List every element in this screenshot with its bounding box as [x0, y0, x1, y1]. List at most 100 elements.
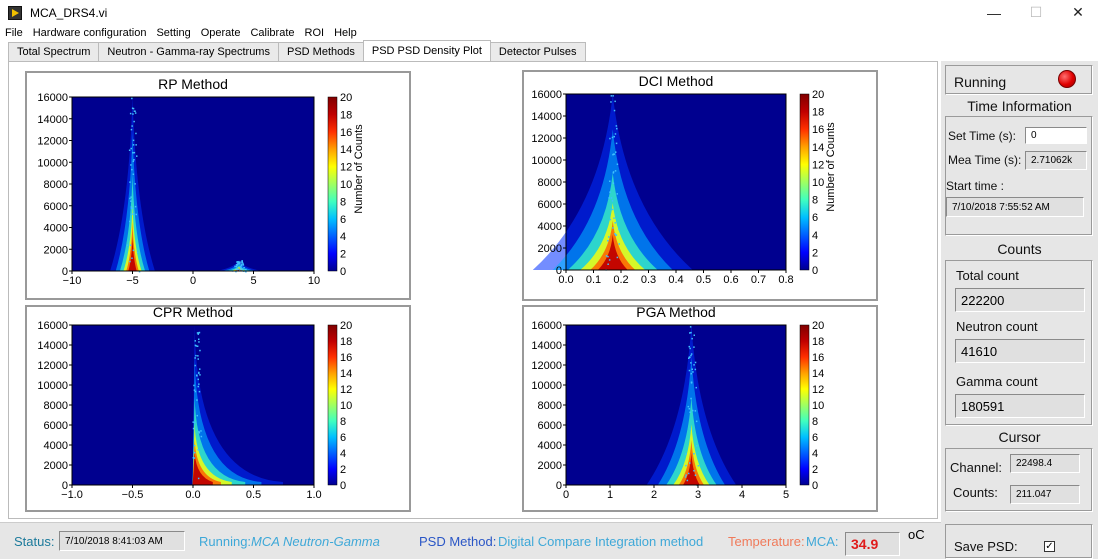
set-time-input[interactable]: 0 — [1025, 127, 1087, 144]
density-point — [692, 371, 694, 373]
x-tick-label: 0.0 — [558, 274, 573, 286]
y-tick-label: 2000 — [44, 460, 68, 472]
menu-operate[interactable]: Operate — [200, 27, 241, 39]
running-mode-prefix: Running: — [199, 534, 252, 549]
density-point — [242, 260, 244, 262]
density-point — [691, 373, 693, 375]
density-cluster — [110, 97, 155, 273]
density-point — [613, 171, 615, 173]
density-point — [198, 379, 200, 381]
density-point — [238, 263, 240, 265]
density-point — [613, 154, 615, 156]
density-point — [239, 270, 241, 272]
density-point — [607, 264, 609, 266]
menu-hardware-configuration[interactable]: Hardware configuration — [32, 27, 147, 39]
density-point — [242, 268, 244, 270]
close-button[interactable]: ✕ — [1072, 4, 1084, 20]
dci-method-plot[interactable]: DCI Method 16000 14000 12000 10000 8000 6000 40… — [522, 70, 878, 301]
time-information-title: Time Information — [967, 98, 1072, 114]
cursor-title: Cursor — [998, 429, 1041, 445]
density-point — [689, 357, 691, 359]
density-point — [199, 368, 201, 370]
density-point — [193, 428, 195, 430]
density-point — [614, 101, 616, 103]
colorbar-axis-label: Number of Counts — [825, 122, 837, 212]
density-point — [134, 152, 136, 154]
density-point — [192, 421, 194, 423]
density-point — [135, 133, 137, 135]
psd-method-prefix: PSD Method: — [419, 534, 497, 549]
save-psd-checkbox[interactable]: ✓ — [1044, 541, 1055, 552]
colorbar-tick-label: 18 — [812, 336, 824, 348]
density-point — [245, 269, 247, 271]
menu-calibrate[interactable]: Calibrate — [250, 27, 295, 39]
density-point — [617, 193, 619, 195]
cursor-counts-label: Counts: — [953, 485, 998, 500]
cpr-method-plot[interactable]: CPR Method 16000 14000 12000 10000 8000 6000 40… — [25, 305, 411, 512]
tab-psd-methods[interactable]: PSD Methods — [277, 42, 364, 61]
density-point — [609, 181, 611, 183]
density-point — [612, 137, 614, 139]
tab-total-spectrum[interactable]: Total Spectrum — [8, 42, 100, 61]
density-point — [131, 214, 133, 216]
density-point — [131, 129, 133, 131]
plot-frame — [71, 96, 315, 272]
tab-psd-density-plot[interactable]: PSD PSD Density Plot — [362, 40, 491, 61]
colorbar-tick-label: 0 — [340, 266, 346, 278]
density-point — [696, 421, 698, 423]
density-point — [690, 355, 692, 357]
density-point — [130, 200, 132, 202]
density-point — [199, 391, 201, 393]
y-tick-label: 4000 — [538, 440, 562, 452]
rp-method-plot[interactable]: RP Method 16000 14000 12000 10000 8000 6000 400… — [25, 71, 411, 300]
density-point — [617, 257, 619, 259]
colorbar-tick-label: 12 — [340, 162, 352, 174]
menu-help[interactable]: Help — [334, 27, 357, 39]
menu-file[interactable]: File — [5, 27, 23, 39]
colorbar-tick-label: 8 — [812, 195, 818, 207]
plot-area[interactable] — [72, 97, 314, 271]
heatmap-svg[interactable]: CPR Method160001400012000100008000600040… — [27, 307, 413, 514]
density-point — [139, 271, 141, 273]
density-point — [696, 445, 698, 447]
density-point — [136, 155, 138, 157]
x-tick-label: 3 — [695, 489, 701, 501]
tab-neutron-gamma-spectrums[interactable]: Neutron - Gamma-ray Spectrums — [98, 42, 279, 61]
heatmap-svg[interactable]: PGA Method160001400012000100008000600040… — [524, 307, 880, 514]
density-point — [240, 266, 242, 268]
density-point — [133, 108, 135, 110]
heatmap-svg[interactable]: RP Method1600014000120001000080006000400… — [27, 73, 413, 302]
density-point — [689, 462, 691, 464]
colorbar-tick-label: 6 — [812, 212, 818, 224]
colorbar-tick-label: 6 — [340, 432, 346, 444]
density-layer — [193, 453, 213, 485]
minimize-button[interactable]: — — [987, 4, 1001, 21]
density-point — [132, 108, 134, 110]
density-point — [131, 258, 133, 260]
density-point — [238, 261, 240, 263]
maximize-button[interactable]: ☐ — [1029, 4, 1043, 20]
y-tick-label: 12000 — [37, 136, 68, 148]
y-tick-label: 16000 — [531, 320, 562, 332]
colorbar-tick-label: 16 — [812, 124, 824, 136]
menu-setting[interactable]: Setting — [156, 27, 191, 39]
density-point — [615, 170, 617, 172]
save-psd-label: Save PSD: — [954, 539, 1018, 554]
density-point — [615, 151, 617, 153]
tab-detector-pulses[interactable]: Detector Pulses — [489, 42, 586, 61]
density-point — [195, 355, 197, 357]
density-cluster — [192, 325, 283, 486]
temperature-prefix: Temperature: — [728, 534, 805, 549]
heatmap-svg[interactable]: DCI Method160001400012000100008000600040… — [524, 72, 880, 303]
density-point — [240, 269, 242, 271]
colorbar-tick-label: 18 — [340, 336, 352, 348]
colorbar-tick-label: 2 — [812, 247, 818, 259]
pga-method-plot[interactable]: PGA Method 16000 14000 12000 10000 8000 6000 40… — [522, 305, 878, 512]
density-point — [129, 198, 131, 200]
y-tick-label: 10000 — [531, 155, 562, 167]
density-point — [196, 399, 198, 401]
menu-roi[interactable]: ROI — [304, 27, 325, 39]
y-tick-label: 16000 — [531, 89, 562, 101]
temperature-value: 34.9 — [845, 532, 900, 556]
density-point — [695, 369, 697, 371]
